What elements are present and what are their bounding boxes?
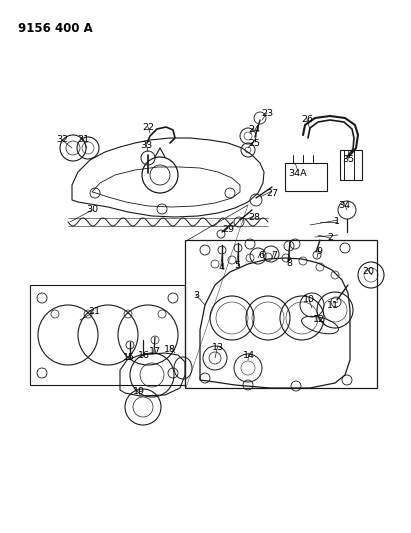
Text: 11: 11 xyxy=(327,302,339,311)
Text: 6: 6 xyxy=(258,251,264,260)
Text: 4: 4 xyxy=(218,263,224,272)
Text: 20: 20 xyxy=(362,268,374,277)
Text: 30: 30 xyxy=(86,206,98,214)
Bar xyxy=(30,285,185,385)
Text: 25: 25 xyxy=(248,140,260,149)
Text: 9: 9 xyxy=(316,246,322,255)
Text: 13: 13 xyxy=(212,343,224,352)
Text: 26: 26 xyxy=(301,115,313,124)
Text: 16: 16 xyxy=(138,351,150,359)
Text: 10: 10 xyxy=(303,295,315,304)
Text: 14: 14 xyxy=(243,351,255,360)
Text: 32: 32 xyxy=(56,135,68,144)
Text: 29: 29 xyxy=(222,225,234,235)
Text: 12: 12 xyxy=(313,316,325,325)
Text: 23: 23 xyxy=(261,109,273,117)
Text: 31: 31 xyxy=(77,135,89,144)
Text: 33: 33 xyxy=(140,141,152,149)
Text: 15: 15 xyxy=(123,353,135,362)
Text: 1: 1 xyxy=(334,217,340,227)
Text: 3: 3 xyxy=(193,290,199,300)
Bar xyxy=(185,240,377,388)
Text: 17: 17 xyxy=(149,348,161,357)
Text: 5: 5 xyxy=(234,261,240,270)
Text: 8: 8 xyxy=(286,259,292,268)
Text: 22: 22 xyxy=(142,123,154,132)
Text: 24: 24 xyxy=(248,125,260,134)
Text: 7: 7 xyxy=(271,251,277,260)
Text: 34A: 34A xyxy=(289,168,307,177)
Text: 28: 28 xyxy=(248,214,260,222)
Text: 34: 34 xyxy=(338,201,350,211)
Text: 27: 27 xyxy=(266,189,278,198)
Text: 9156 400 A: 9156 400 A xyxy=(18,22,93,35)
Bar xyxy=(285,163,327,191)
Bar xyxy=(340,150,362,180)
Text: 18: 18 xyxy=(164,345,176,354)
Text: 35: 35 xyxy=(342,156,354,165)
Text: 21: 21 xyxy=(88,308,100,317)
Text: 2: 2 xyxy=(327,233,333,243)
Text: 19: 19 xyxy=(133,387,145,397)
